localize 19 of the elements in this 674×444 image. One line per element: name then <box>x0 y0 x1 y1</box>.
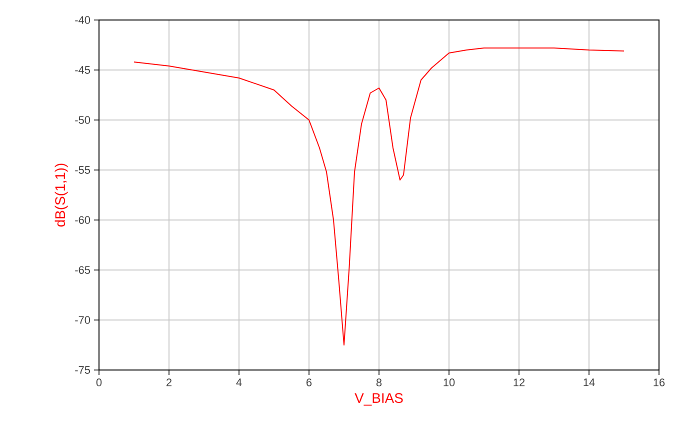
x-tick-label: 12 <box>514 378 525 386</box>
y-tick-label: -60 <box>75 216 90 224</box>
x-tick-label: 4 <box>236 378 242 386</box>
x-tick-label: 6 <box>306 378 312 386</box>
y-axis-title: dB(S(1,1)) <box>54 164 68 227</box>
x-tick-label: 16 <box>654 378 665 386</box>
x-tick-label: 2 <box>166 378 172 386</box>
y-tick-label: -75 <box>75 366 90 374</box>
x-tick-label: 14 <box>584 378 595 386</box>
x-tick-label: 8 <box>376 378 382 386</box>
y-tick-label: -70 <box>75 316 90 324</box>
y-tick-label: -45 <box>75 66 90 74</box>
y-tick-label: -55 <box>75 166 90 174</box>
y-tick-label: -65 <box>75 266 90 274</box>
x-tick-label: 10 <box>444 378 455 386</box>
y-tick-label: -50 <box>75 116 90 124</box>
y-tick-label: -40 <box>75 16 90 24</box>
x-axis-title: V_BIAS <box>354 393 403 406</box>
x-tick-label: 0 <box>96 378 102 386</box>
